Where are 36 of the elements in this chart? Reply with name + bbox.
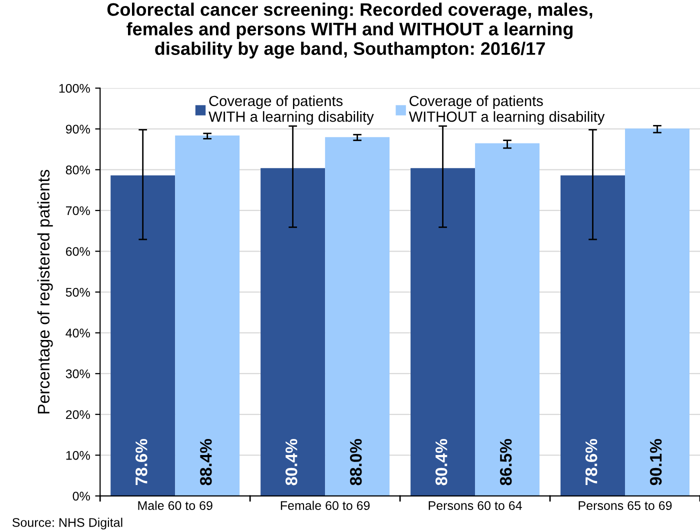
data-label: 80.4% bbox=[285, 438, 298, 486]
y-axis-title: Percentage of registered patients bbox=[37, 170, 53, 414]
y-tick-label: 40% bbox=[66, 328, 90, 338]
x-tick-label: Male 60 to 69 bbox=[138, 500, 212, 510]
bar bbox=[475, 143, 540, 496]
bar bbox=[325, 137, 390, 496]
x-tick-label: Persons 60 to 64 bbox=[428, 501, 522, 510]
bar bbox=[625, 128, 690, 496]
bar bbox=[410, 168, 476, 496]
y-tick-label: 60% bbox=[66, 247, 90, 256]
data-label: 86.5% bbox=[500, 438, 512, 486]
y-tick-label: 0% bbox=[72, 492, 90, 501]
bar bbox=[175, 135, 240, 496]
y-tick-label: 20% bbox=[66, 410, 90, 420]
legend-label: Coverage of patients WITH a learning disability bbox=[208, 95, 374, 125]
data-label: 90.1% bbox=[650, 438, 662, 486]
y-tick-label: 70% bbox=[66, 206, 90, 216]
y-tick-label: 80% bbox=[66, 166, 90, 174]
chart-title: Colorectal cancer screening: Recorded coverage, males, females and persons WITH and WITHOUT a learning disability by age band, Southampton: 2016/17 bbox=[107, 2, 592, 59]
legend-label: Coverage of patients WITHOUT a learning disability bbox=[408, 95, 605, 125]
data-label: 80.4% bbox=[435, 438, 448, 486]
y-tick-label: 30% bbox=[66, 369, 90, 378]
y-tick-label: 100% bbox=[59, 84, 90, 93]
data-label: 78.6% bbox=[585, 438, 598, 486]
y-tick-label: 90% bbox=[66, 124, 90, 134]
bar bbox=[260, 168, 326, 496]
x-tick-label: Persons 65 to 69 bbox=[578, 501, 672, 510]
bar bbox=[560, 175, 626, 496]
source-note: Source: NHS Digital bbox=[12, 518, 122, 530]
data-label: 88.4% bbox=[200, 438, 212, 486]
data-label: 88.0% bbox=[350, 438, 362, 486]
bar bbox=[110, 175, 176, 496]
x-tick-label: Female 60 to 69 bbox=[280, 500, 370, 510]
y-tick-label: 10% bbox=[66, 450, 90, 460]
y-tick-label: 50% bbox=[66, 288, 90, 297]
data-label: 78.6% bbox=[136, 438, 148, 486]
